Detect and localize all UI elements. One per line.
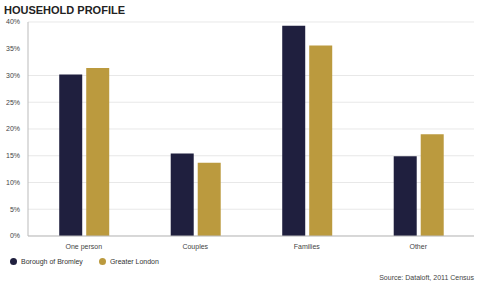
html-text:HOUSEHOLD PROFILE: HOUSEHOLD PROFILE — [4, 4, 125, 16]
svg-text:20%: 20% — [8, 125, 20, 132]
svg-text:25%: 25% — [8, 99, 20, 106]
svg-text:One person: One person — [65, 243, 102, 251]
svg-text:10%: 10% — [8, 179, 20, 186]
svg-text:5%: 5% — [10, 206, 20, 213]
svg-text:Other: Other — [409, 243, 427, 250]
svg-text:Families: Families — [294, 243, 321, 250]
html-text:Source: Dataloft, 2011 Census: Source: Dataloft, 2011 Census — [379, 274, 474, 281]
svg-text:Couples: Couples — [182, 243, 208, 251]
svg-text:15%: 15% — [8, 152, 20, 159]
svg-text:0%: 0% — [10, 232, 20, 239]
html-text:Borough of Bromley: Borough of Bromley — [21, 258, 83, 265]
html-text:Greater London: Greater London — [109, 258, 159, 265]
svg-text:30%: 30% — [8, 72, 20, 79]
svg-text:35%: 35% — [8, 45, 20, 52]
svg-text:40%: 40% — [8, 18, 20, 25]
